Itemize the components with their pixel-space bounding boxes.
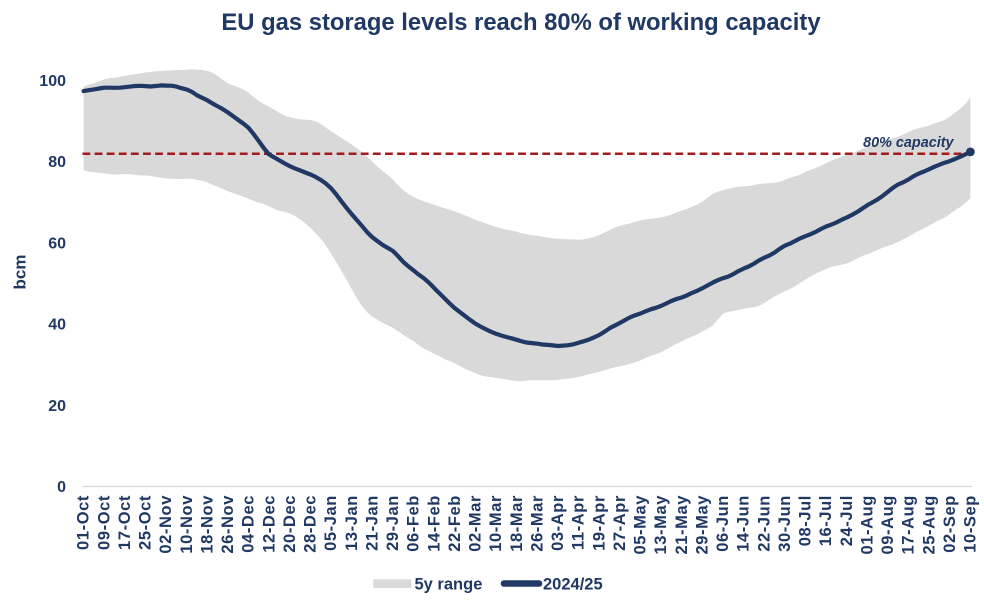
svg-text:05-Jan: 05-Jan (322, 495, 340, 551)
svg-text:80: 80 (48, 154, 66, 171)
svg-text:26-Mar: 26-Mar (528, 495, 546, 552)
svg-text:09-Oct: 09-Oct (95, 495, 113, 550)
svg-text:01-Aug: 01-Aug (858, 495, 876, 555)
svg-text:01-Oct: 01-Oct (75, 495, 93, 550)
svg-text:13-Jan: 13-Jan (343, 495, 361, 551)
svg-text:03-Apr: 03-Apr (549, 495, 567, 551)
svg-text:08-Jul: 08-Jul (797, 495, 815, 546)
svg-text:40: 40 (48, 317, 66, 334)
svg-text:24-Jul: 24-Jul (838, 495, 856, 546)
svg-text:18-Nov: 18-Nov (198, 495, 216, 554)
svg-text:16-Jul: 16-Jul (817, 495, 835, 546)
svg-text:17-Oct: 17-Oct (116, 495, 134, 550)
svg-text:21-Jan: 21-Jan (363, 495, 381, 551)
svg-text:20-Dec: 20-Dec (281, 495, 299, 553)
svg-text:25-Oct: 25-Oct (137, 495, 155, 550)
svg-text:05-May: 05-May (632, 495, 650, 555)
svg-text:100: 100 (39, 73, 66, 90)
svg-text:10-Mar: 10-Mar (487, 495, 505, 552)
svg-text:2024/25: 2024/25 (543, 576, 603, 594)
svg-text:0: 0 (57, 479, 66, 496)
svg-text:04-Dec: 04-Dec (240, 495, 258, 553)
svg-text:11-Apr: 11-Apr (570, 495, 588, 550)
svg-text:EU gas storage levels reach 80: EU gas storage levels reach 80% of worki… (221, 9, 821, 36)
svg-text:02-Mar: 02-Mar (467, 495, 485, 552)
svg-text:06-Jun: 06-Jun (714, 495, 732, 552)
svg-text:60: 60 (48, 235, 66, 252)
svg-text:10-Nov: 10-Nov (178, 495, 196, 554)
svg-text:22-Jun: 22-Jun (755, 495, 773, 552)
svg-text:5y range: 5y range (415, 576, 483, 594)
svg-text:25-Aug: 25-Aug (920, 495, 938, 555)
svg-text:bcm: bcm (11, 255, 30, 290)
svg-text:02-Nov: 02-Nov (157, 495, 175, 554)
svg-text:20: 20 (48, 398, 66, 415)
svg-text:22-Feb: 22-Feb (446, 495, 464, 552)
svg-text:10-Sep: 10-Sep (962, 495, 980, 553)
svg-text:17-Aug: 17-Aug (900, 495, 918, 555)
svg-text:21-May: 21-May (673, 495, 691, 555)
svg-text:26-Nov: 26-Nov (219, 495, 237, 554)
svg-text:18-Mar: 18-Mar (508, 495, 526, 552)
svg-text:09-Aug: 09-Aug (879, 495, 897, 555)
svg-text:06-Feb: 06-Feb (405, 495, 423, 552)
svg-text:19-Apr: 19-Apr (590, 495, 608, 551)
svg-text:27-Apr: 27-Apr (611, 495, 629, 551)
svg-text:14-Jun: 14-Jun (735, 495, 753, 552)
svg-text:29-May: 29-May (693, 495, 711, 555)
svg-text:80% capacity: 80% capacity (863, 135, 954, 151)
svg-text:29-Jan: 29-Jan (384, 495, 402, 551)
svg-text:30-Jun: 30-Jun (776, 495, 794, 552)
svg-text:14-Feb: 14-Feb (425, 495, 443, 552)
svg-text:28-Dec: 28-Dec (302, 495, 320, 553)
svg-text:02-Sep: 02-Sep (941, 495, 959, 553)
svg-text:13-May: 13-May (652, 495, 670, 555)
svg-text:12-Dec: 12-Dec (260, 495, 278, 553)
